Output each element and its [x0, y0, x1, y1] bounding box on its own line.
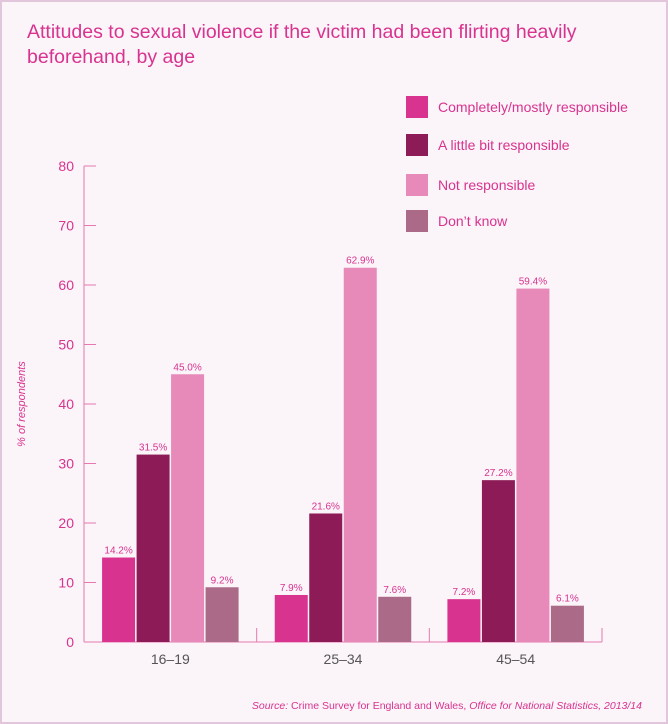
source-text: Crime Survey for England and Wales, [291, 700, 467, 712]
legend: Completely/mostly responsible A little bi… [406, 96, 628, 232]
bar [205, 587, 239, 642]
bar [309, 513, 343, 642]
data-label: 7.6% [383, 585, 406, 596]
bar [516, 288, 550, 642]
bar [274, 594, 308, 642]
y-tick-label: 70 [58, 218, 74, 234]
data-label: 14.2% [104, 546, 132, 557]
bar [136, 454, 170, 642]
legend-swatch [406, 96, 428, 118]
data-label: 27.2% [484, 468, 512, 479]
legend-swatch [406, 174, 428, 196]
legend-swatch [406, 134, 428, 156]
bar [481, 480, 515, 642]
y-axis-label: % of respondents [16, 361, 28, 447]
data-label: 62.9% [346, 256, 374, 267]
legend-label: Don’t know [438, 213, 508, 229]
source-prefix: Source: [251, 700, 289, 712]
axes: 0 10 20 30 40 50 60 70 80 % of respondents 16–19 25… [16, 158, 603, 667]
y-tick-label: 30 [58, 456, 74, 472]
data-label: 59.4% [519, 277, 547, 288]
y-tick-label: 50 [58, 337, 74, 353]
bar [343, 267, 377, 642]
bar [447, 599, 481, 642]
legend-label: Not responsible [438, 177, 535, 193]
x-category-label: 25–34 [324, 651, 363, 667]
bars: 14.2% 31.5% 45.0% 9.2% 7.9% 21.6% 62.9% 7.6% 7.2… [102, 256, 584, 642]
legend-label: Completely/mostly responsible [438, 99, 628, 115]
y-tick-label: 80 [58, 158, 74, 174]
bar [550, 605, 584, 642]
y-tick-label: 0 [66, 634, 74, 650]
source-publisher: Office for National Statistics, 2013/14 [469, 700, 642, 712]
data-label: 7.9% [280, 583, 303, 594]
legend-label: A little bit responsible [438, 137, 570, 153]
x-category-label: 45–54 [496, 651, 535, 667]
y-tick-label: 20 [58, 515, 74, 531]
legend-swatch [406, 210, 428, 232]
data-label: 7.2% [453, 587, 476, 598]
x-category-label: 16–19 [151, 651, 190, 667]
y-tick-label: 10 [58, 575, 74, 591]
y-tick-label: 60 [58, 277, 74, 293]
data-label: 31.5% [139, 443, 167, 454]
data-label: 6.1% [556, 594, 579, 605]
chart-title: Attitudes to sexual violence if the vict… [27, 21, 577, 68]
source-note: Source: Crime Survey for England and Wal… [252, 700, 642, 712]
bar [171, 374, 205, 642]
bar [378, 596, 412, 642]
data-label: 21.6% [312, 501, 340, 512]
data-label: 45.0% [173, 362, 201, 373]
bar [102, 557, 136, 642]
data-label: 9.2% [211, 575, 234, 586]
y-tick-label: 40 [58, 396, 74, 412]
